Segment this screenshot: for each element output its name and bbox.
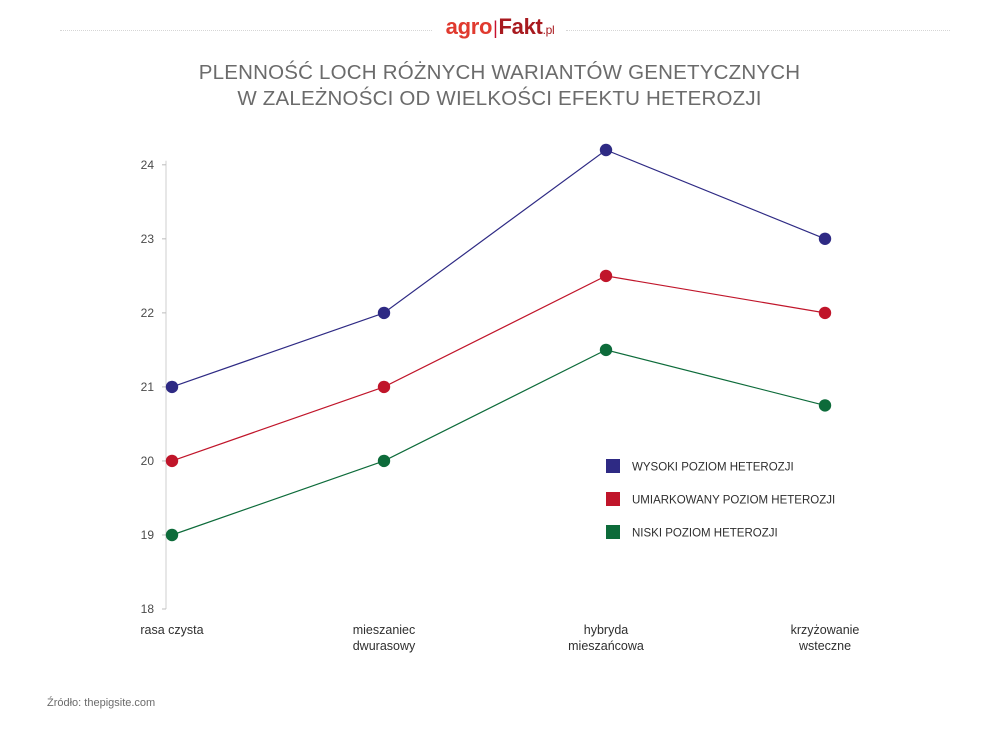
legend-label: NISKI POZIOM HETEROZJI	[632, 528, 778, 540]
legend-swatch	[606, 492, 620, 506]
logo-separator: |	[493, 18, 498, 38]
data-point	[165, 528, 179, 542]
x-category-label: mieszaniec	[353, 623, 416, 637]
series-line	[171, 275, 826, 462]
series-line	[171, 149, 826, 388]
agrofakt-logo[interactable]: agro|Fakt.pl	[438, 14, 562, 40]
legend-swatch	[606, 525, 620, 539]
x-category-label: rasa czysta	[140, 623, 203, 637]
legend-label: UMIARKOWANY POZIOM HETEROZJI	[632, 495, 835, 507]
x-category-label: wsteczne	[798, 639, 851, 653]
y-tick-label: 24	[141, 158, 155, 172]
data-point	[377, 306, 391, 320]
y-tick-label: 21	[141, 380, 155, 394]
y-tick-label: 19	[141, 528, 155, 542]
x-category-label: dwurasowy	[353, 639, 416, 653]
data-point	[165, 380, 179, 394]
y-tick-label: 22	[141, 306, 155, 320]
x-category-label: hybryda	[584, 623, 629, 637]
logo-agro-text: agro	[445, 14, 493, 39]
data-point	[377, 454, 391, 468]
data-point	[599, 143, 613, 157]
data-point	[599, 343, 613, 357]
x-category-label: mieszańcowa	[568, 639, 644, 653]
logo-fakt-text: Fakt	[498, 14, 543, 39]
y-tick-label: 18	[141, 602, 155, 616]
y-tick-label: 20	[141, 454, 155, 468]
legend-swatch	[606, 459, 620, 473]
data-point	[818, 399, 832, 412]
x-category-label: krzyżowanie	[791, 623, 860, 637]
header-divider-left	[60, 30, 432, 31]
data-point	[599, 269, 613, 283]
chart-title: PLENNOŚĆ LOCH RÓŻNYCH WARIANTÓW GENETYCZ…	[0, 60, 999, 112]
header-divider-right	[566, 30, 950, 31]
chart-title-line-2: W ZALEŻNOŚCI OD WIELKOŚCI EFEKTU HETEROZ…	[237, 87, 762, 110]
data-point	[818, 232, 832, 245]
logo-domain-text: .pl	[542, 23, 555, 37]
data-point	[165, 454, 179, 468]
data-point	[818, 306, 832, 320]
data-point	[377, 380, 391, 394]
y-tick-label: 23	[141, 232, 155, 246]
legend-label: WYSOKI POZIOM HETEROZJI	[632, 462, 794, 474]
series-line	[171, 349, 826, 536]
chart-title-line-1: PLENNOŚĆ LOCH RÓŻNYCH WARIANTÓW GENETYCZ…	[198, 61, 801, 84]
source-note: Źródło: thepigsite.com	[47, 697, 156, 709]
